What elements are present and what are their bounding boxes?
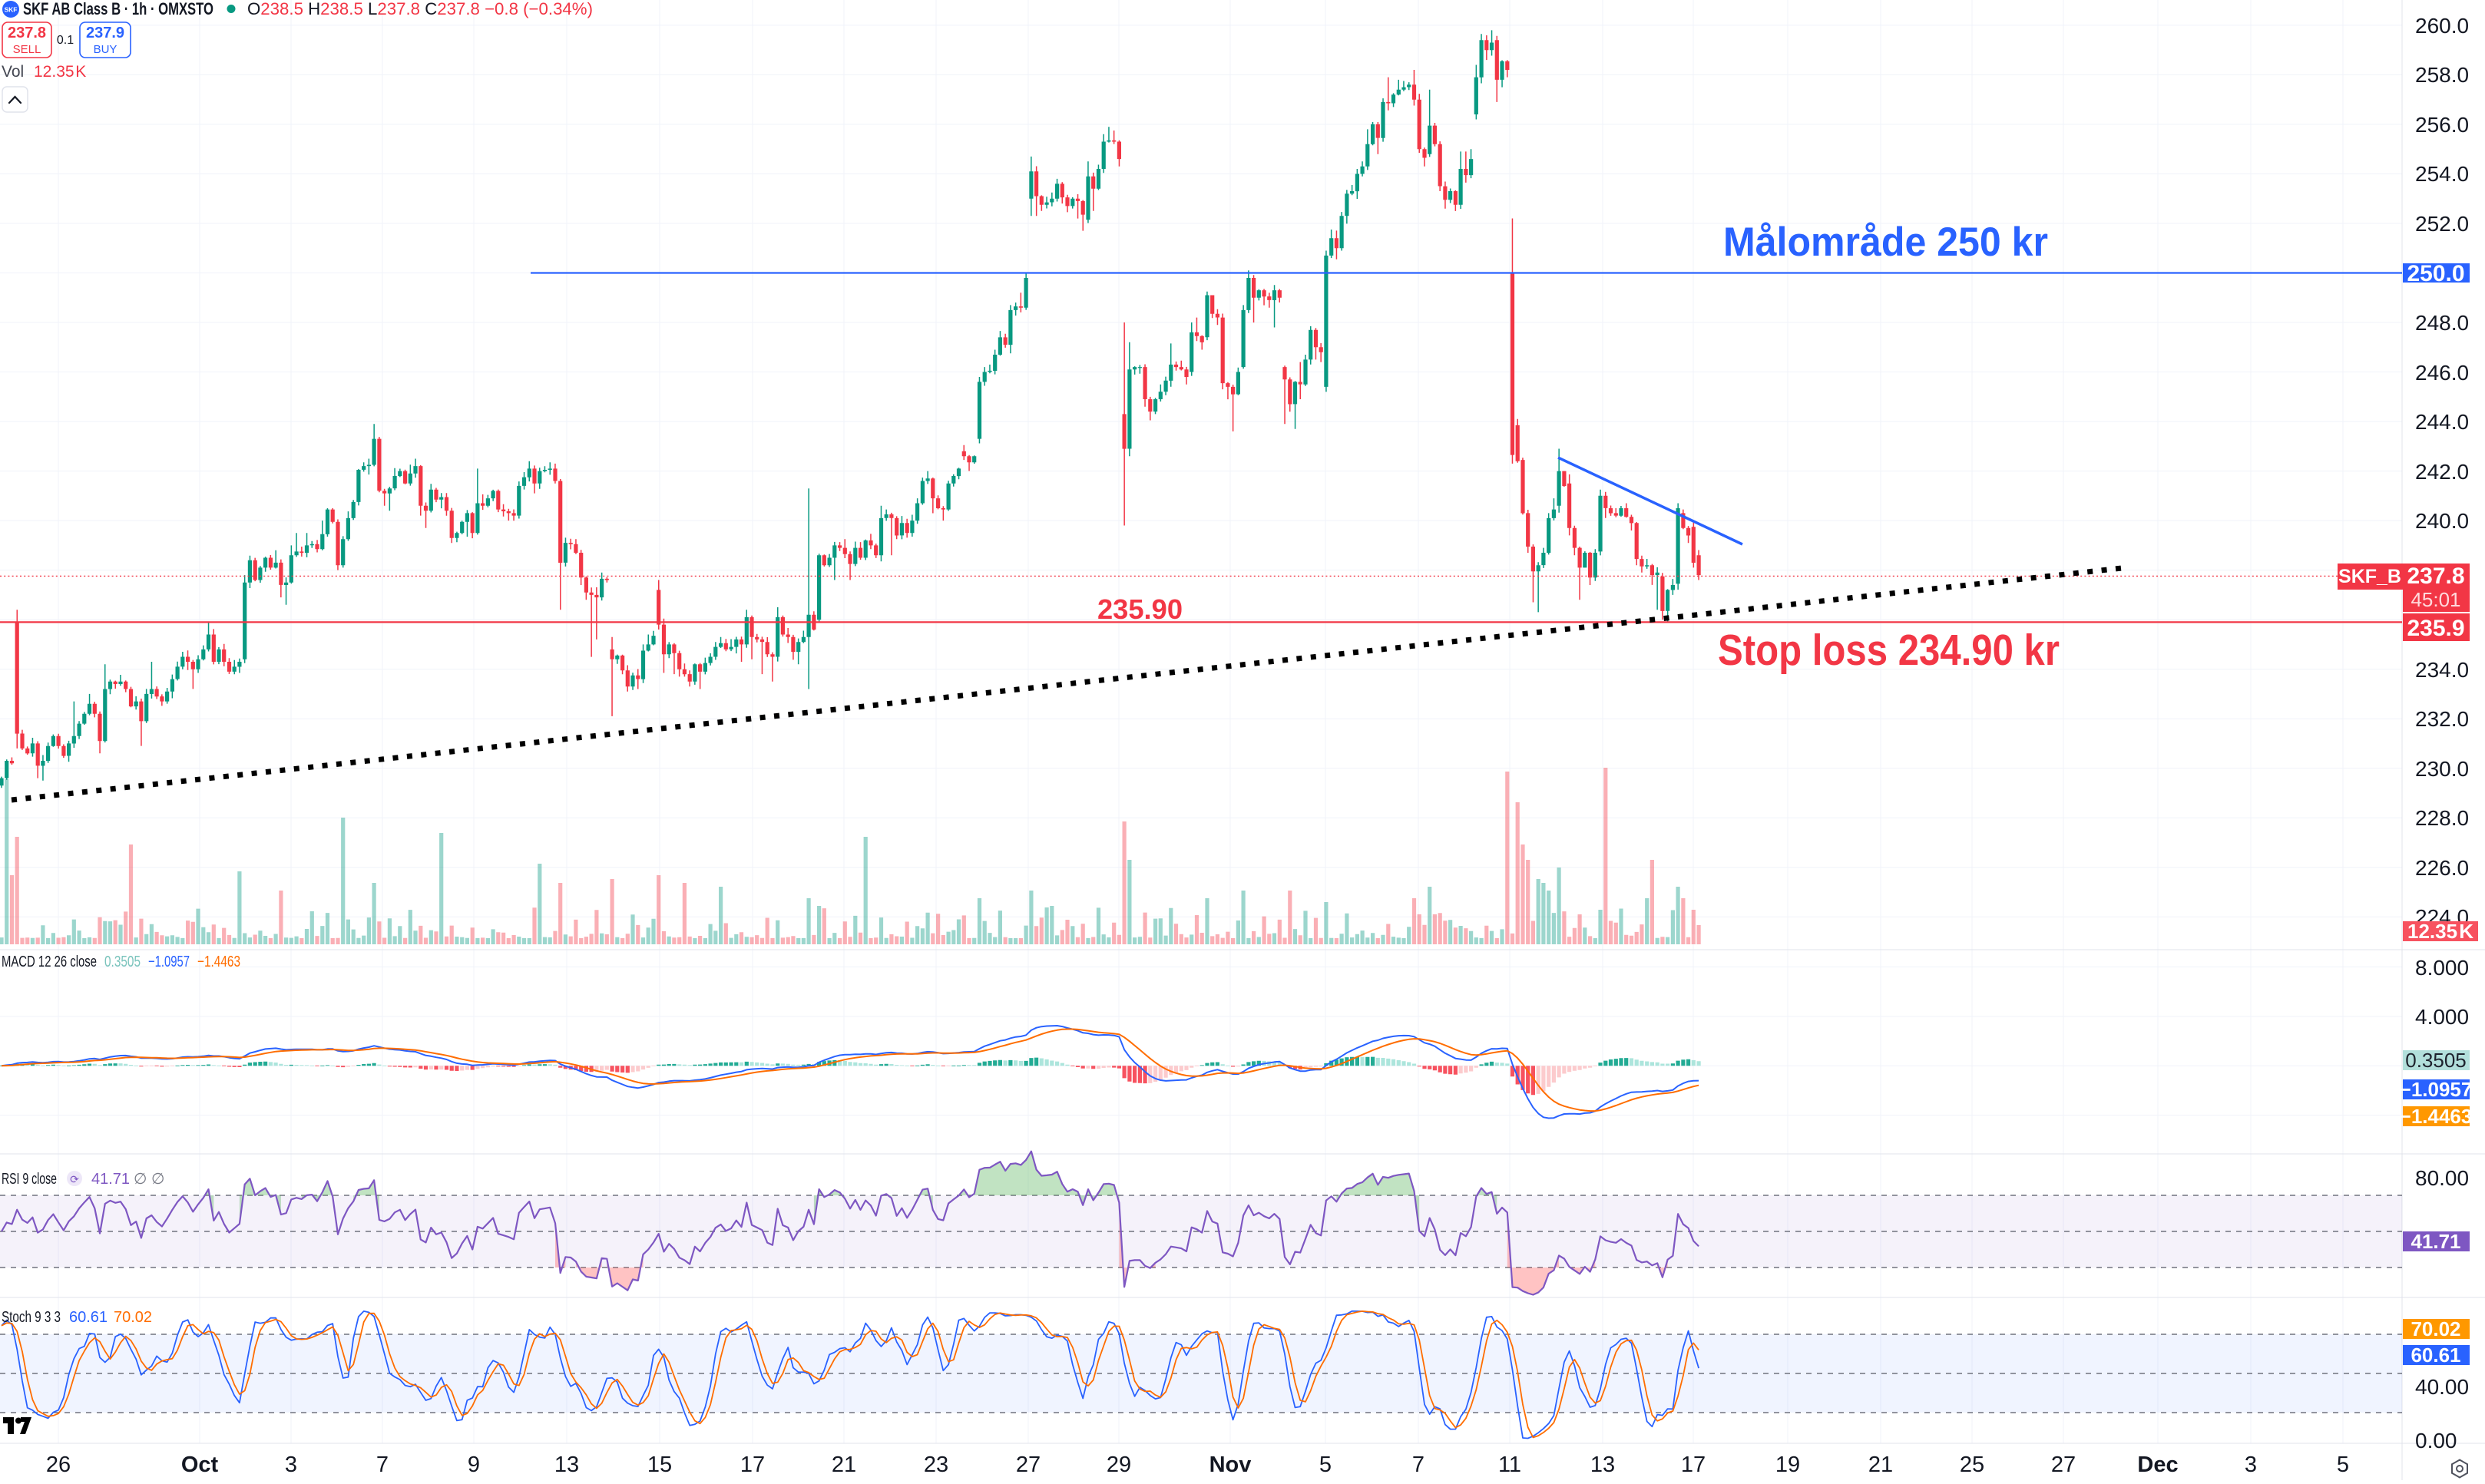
svg-text:246.0: 246.0 xyxy=(2415,361,2469,385)
svg-text:26: 26 xyxy=(46,1453,71,1477)
svg-text:MACD 12 26 close: MACD 12 26 close xyxy=(2,954,97,970)
svg-text:60.61: 60.61 xyxy=(2411,1344,2460,1367)
svg-text:70.02: 70.02 xyxy=(2411,1317,2460,1340)
svg-text:4.000: 4.000 xyxy=(2415,1005,2469,1029)
svg-text:O238.5 H238.5 L237.8 C237.8 −0: O238.5 H238.5 L237.8 C237.8 −0.8 (−0.34%… xyxy=(247,0,593,18)
svg-text:SKF AB Class B · 1h · OMXSTO: SKF AB Class B · 1h · OMXSTO xyxy=(23,0,213,18)
svg-text:29: 29 xyxy=(1107,1453,1131,1477)
svg-text:Stoch 9 3 3: Stoch 9 3 3 xyxy=(2,1309,61,1326)
svg-text:250.0: 250.0 xyxy=(2407,261,2464,286)
svg-text:17: 17 xyxy=(740,1453,765,1477)
svg-text:230.0: 230.0 xyxy=(2415,757,2469,781)
svg-text:11: 11 xyxy=(1498,1453,1521,1477)
svg-text:235.90: 235.90 xyxy=(1097,593,1183,625)
svg-text:235.9: 235.9 xyxy=(2407,616,2464,641)
svg-text:0.3505: 0.3505 xyxy=(104,954,141,970)
svg-text:−1.0957: −1.0957 xyxy=(2400,1078,2473,1101)
svg-text:15: 15 xyxy=(647,1453,672,1477)
svg-text:228.0: 228.0 xyxy=(2415,806,2469,830)
svg-text:237.8: 237.8 xyxy=(8,25,46,41)
svg-text:27: 27 xyxy=(1016,1453,1041,1477)
svg-text:45:01: 45:01 xyxy=(2411,588,2460,611)
svg-text:5: 5 xyxy=(2337,1453,2349,1477)
svg-text:237.9: 237.9 xyxy=(86,25,124,41)
svg-text:252.0: 252.0 xyxy=(2415,212,2469,236)
svg-text:Stop loss 234.90 kr: Stop loss 234.90 kr xyxy=(1718,626,2060,675)
svg-text:12.35 K: 12.35 K xyxy=(34,63,86,81)
svg-text:21: 21 xyxy=(832,1453,856,1477)
svg-text:234.0: 234.0 xyxy=(2415,658,2469,682)
svg-text:BUY: BUY xyxy=(94,43,117,56)
svg-text:0.00: 0.00 xyxy=(2415,1429,2457,1453)
svg-text:258.0: 258.0 xyxy=(2415,63,2469,87)
svg-text:232.0: 232.0 xyxy=(2415,707,2469,731)
svg-text:13: 13 xyxy=(1590,1453,1615,1477)
svg-text:41.71: 41.71 xyxy=(2411,1230,2460,1253)
svg-text:12.35 K: 12.35 K xyxy=(2407,920,2473,943)
svg-text:Oct: Oct xyxy=(181,1453,219,1477)
svg-text:RSI 9 close: RSI 9 close xyxy=(2,1171,57,1188)
svg-text:80.00: 80.00 xyxy=(2415,1166,2469,1190)
svg-text:8.000: 8.000 xyxy=(2415,956,2469,980)
svg-text:SKF_B: SKF_B xyxy=(2338,566,2401,587)
svg-text:70.02: 70.02 xyxy=(114,1309,152,1326)
svg-text:17: 17 xyxy=(1681,1453,1706,1477)
svg-text:Målområde 250 kr: Målområde 250 kr xyxy=(1723,220,2048,265)
svg-text:0.1: 0.1 xyxy=(57,34,74,47)
svg-text:240.0: 240.0 xyxy=(2415,509,2469,533)
svg-text:Nov: Nov xyxy=(1209,1453,1252,1477)
svg-text:−1.4463: −1.4463 xyxy=(197,954,240,970)
svg-text:7: 7 xyxy=(376,1453,389,1477)
svg-text:226.0: 226.0 xyxy=(2415,856,2469,880)
svg-text:242.0: 242.0 xyxy=(2415,460,2469,484)
svg-text:260.0: 260.0 xyxy=(2415,14,2469,38)
svg-text:27: 27 xyxy=(2051,1453,2076,1477)
svg-text:3: 3 xyxy=(285,1453,297,1477)
svg-text:41.71: 41.71 xyxy=(91,1171,130,1188)
svg-text:SELL: SELL xyxy=(13,43,41,56)
svg-text:25: 25 xyxy=(1960,1453,1984,1477)
svg-text:3: 3 xyxy=(2245,1453,2257,1477)
svg-text:248.0: 248.0 xyxy=(2415,311,2469,335)
svg-text:Vol: Vol xyxy=(2,63,24,81)
svg-text:23: 23 xyxy=(924,1453,948,1477)
svg-text:9: 9 xyxy=(468,1453,480,1477)
svg-text:−1.4463: −1.4463 xyxy=(2400,1105,2473,1128)
svg-text:21: 21 xyxy=(1868,1453,1893,1477)
svg-text:237.8: 237.8 xyxy=(2407,564,2464,589)
svg-text:244.0: 244.0 xyxy=(2415,410,2469,434)
svg-text:0.3505: 0.3505 xyxy=(2405,1049,2467,1072)
svg-text:5: 5 xyxy=(1319,1453,1332,1477)
svg-text:256.0: 256.0 xyxy=(2415,113,2469,137)
svg-text:SKF: SKF xyxy=(5,6,18,14)
svg-text:40.00: 40.00 xyxy=(2415,1375,2469,1399)
svg-text:13: 13 xyxy=(554,1453,579,1477)
svg-text:60.61: 60.61 xyxy=(69,1309,108,1326)
svg-text:254.0: 254.0 xyxy=(2415,162,2469,186)
svg-text:−1.0957: −1.0957 xyxy=(148,954,190,970)
svg-text:7: 7 xyxy=(1412,1453,1424,1477)
svg-text:19: 19 xyxy=(1775,1453,1800,1477)
svg-text:Dec: Dec xyxy=(2137,1453,2178,1477)
svg-text:∅ ∅: ∅ ∅ xyxy=(134,1171,164,1188)
svg-text:⟳: ⟳ xyxy=(70,1173,79,1185)
